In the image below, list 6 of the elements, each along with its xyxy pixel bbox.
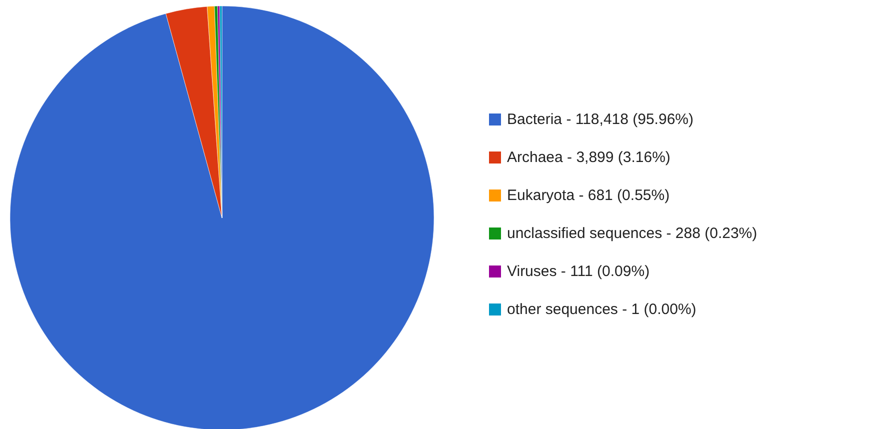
legend-label: Viruses - 111 (0.09%) — [507, 263, 650, 280]
legend-label: other sequences - 1 (0.00%) — [507, 301, 696, 318]
legend-label: unclassified sequences - 288 (0.23%) — [507, 225, 758, 242]
legend-label: Archaea - 3,899 (3.16%) — [507, 149, 670, 166]
legend-label: Bacteria - 118,418 (95.96%) — [507, 111, 694, 128]
legend-label: Eukaryota - 681 (0.55%) — [507, 187, 670, 204]
